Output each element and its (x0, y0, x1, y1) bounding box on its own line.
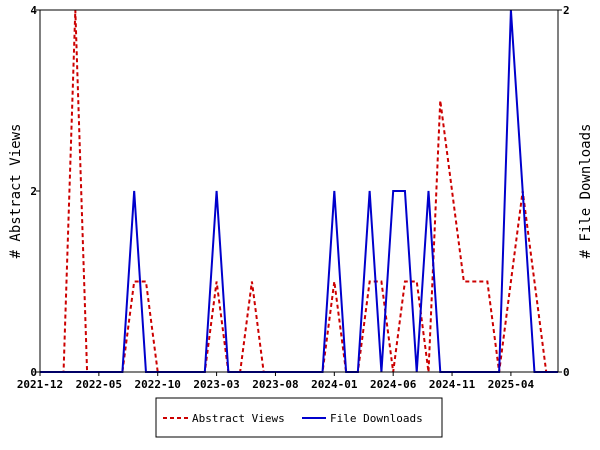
x-tick-label-2024-06: 2024-06 (370, 378, 417, 391)
x-tick-label-2023-03: 2023-03 (193, 378, 239, 391)
legend-label-abstract-views: Abstract Views (192, 412, 285, 425)
ticks-layer: 2021-12 2022-05 2022-10 2023-03 2023-08 2024-… (17, 4, 570, 391)
x-tick-label-2025-04: 2025-04 (488, 378, 535, 391)
x-tick-label-2021-12: 2021-12 (17, 378, 63, 391)
y-axis-left-label: # Abstract Views (8, 124, 24, 259)
x-tick-label-2024-11: 2024-11 (429, 378, 476, 391)
legend-label-file-downloads: File Downloads (330, 412, 423, 425)
y-left-tick-label-2: 2 (30, 185, 37, 198)
y-left-tick-label-0: 0 (30, 366, 37, 379)
legend-box (155, 397, 443, 438)
x-tick-label-2022-10: 2022-10 (135, 378, 181, 391)
y-axis-right-label: # File Downloads (578, 124, 594, 259)
y-right-tick-label-0: 0 (563, 366, 570, 379)
x-tick-label-2024-01: 2024-01 (311, 378, 358, 391)
x-tick-label-2023-08: 2023-08 (252, 378, 298, 391)
y-right-tick-label-2: 2 (563, 4, 570, 17)
x-tick-label-2022-05: 2022-05 (76, 378, 122, 391)
y-left-tick-label-4: 4 (30, 4, 37, 17)
legend: Abstract Views File Downloads (155, 397, 443, 438)
